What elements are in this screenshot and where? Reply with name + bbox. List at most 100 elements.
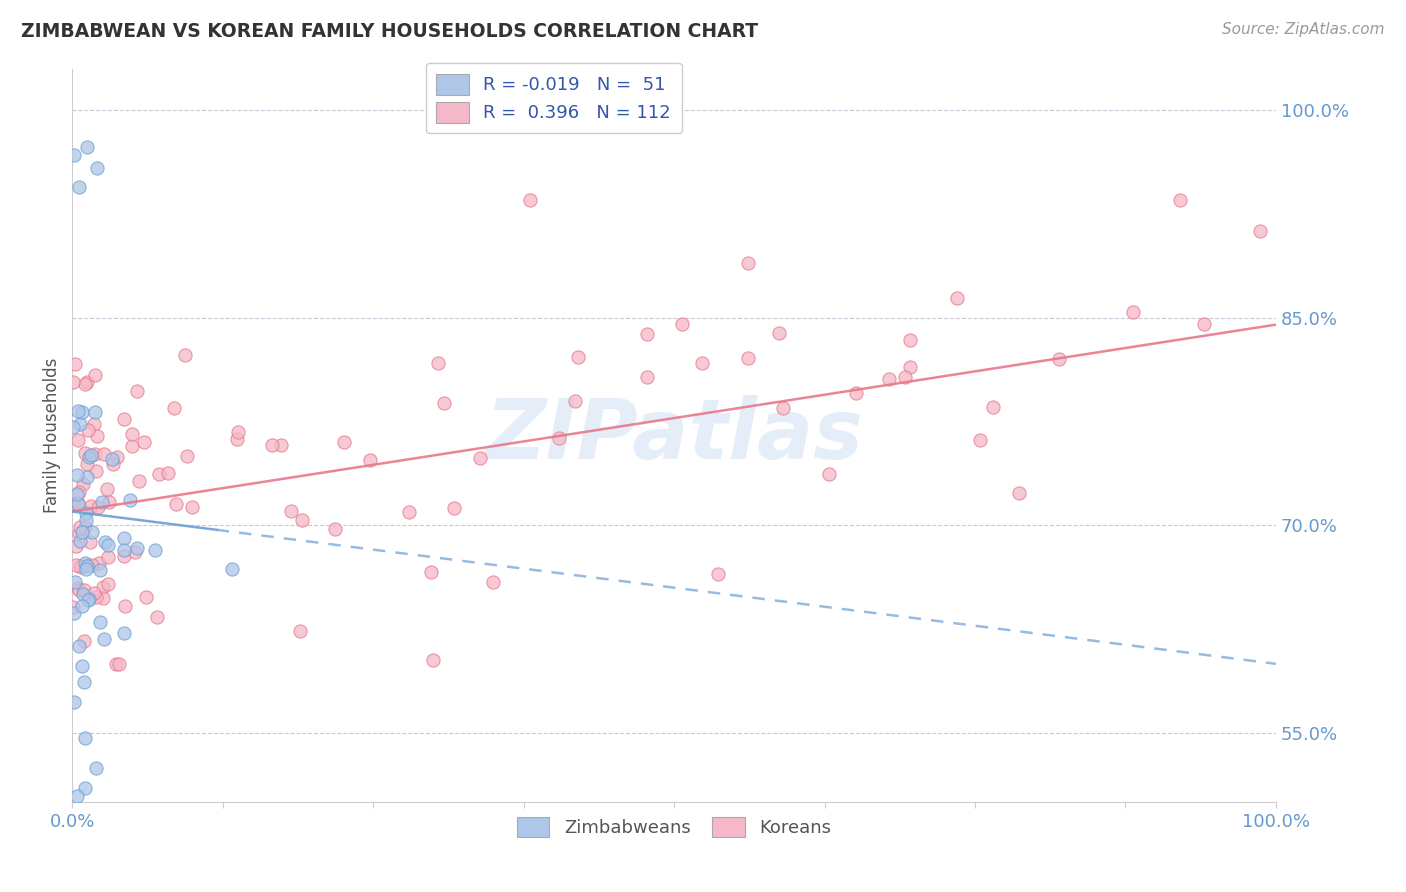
Point <box>89 615 111 629</box>
Point <box>398 505 420 519</box>
Point <box>143 543 166 558</box>
Point <box>120 492 142 507</box>
Point <box>66 468 89 483</box>
Point <box>75 731 97 746</box>
Point <box>1249 224 1271 238</box>
Y-axis label: Family Households: Family Households <box>44 358 60 513</box>
Point <box>86 591 108 605</box>
Point <box>433 396 456 410</box>
Point <box>124 545 146 559</box>
Point <box>62 420 84 434</box>
Point <box>157 466 180 480</box>
Point <box>1008 485 1031 500</box>
Point <box>280 504 302 518</box>
Point <box>112 412 135 426</box>
Point <box>772 401 794 416</box>
Point <box>323 522 346 536</box>
Point <box>75 513 97 527</box>
Point <box>737 351 759 365</box>
Point <box>83 447 105 461</box>
Point <box>66 497 89 511</box>
Point <box>66 487 89 501</box>
Point <box>845 385 868 400</box>
Point <box>946 291 969 305</box>
Point <box>737 256 759 270</box>
Point <box>77 591 100 606</box>
Point <box>127 541 149 556</box>
Point <box>76 559 98 574</box>
Point <box>84 404 107 418</box>
Text: Source: ZipAtlas.com: Source: ZipAtlas.com <box>1222 22 1385 37</box>
Point <box>420 565 443 579</box>
Point <box>671 317 693 331</box>
Point <box>63 695 86 709</box>
Point <box>62 375 84 389</box>
Point <box>73 377 96 392</box>
Point <box>333 435 356 450</box>
Point <box>67 180 90 194</box>
Point <box>93 632 115 647</box>
Point <box>62 606 84 620</box>
Point <box>72 658 94 673</box>
Point <box>69 533 91 548</box>
Point <box>65 539 87 553</box>
Point <box>176 449 198 463</box>
Point <box>73 556 96 570</box>
Point <box>898 359 921 374</box>
Point <box>112 625 135 640</box>
Point <box>818 467 841 482</box>
Point <box>73 446 96 460</box>
Point <box>65 574 87 589</box>
Point <box>706 567 728 582</box>
Point <box>877 372 900 386</box>
Point <box>180 500 202 515</box>
Point <box>67 485 90 500</box>
Legend: Zimbabweans, Koreans: Zimbabweans, Koreans <box>510 809 838 845</box>
Point <box>93 447 115 461</box>
Point <box>76 457 98 471</box>
Point <box>75 520 97 534</box>
Point <box>121 426 143 441</box>
Point <box>79 450 101 464</box>
Point <box>86 429 108 443</box>
Point <box>96 482 118 496</box>
Point <box>135 590 157 604</box>
Point <box>91 495 114 509</box>
Point <box>75 780 97 795</box>
Point <box>96 538 118 552</box>
Point <box>66 581 89 595</box>
Point <box>291 513 314 527</box>
Point <box>128 474 150 488</box>
Point <box>65 558 87 572</box>
Point <box>94 535 117 549</box>
Point <box>82 524 104 539</box>
Point <box>228 425 250 439</box>
Point <box>548 431 571 445</box>
Point <box>1122 305 1144 319</box>
Point <box>62 599 84 614</box>
Point <box>481 574 503 589</box>
Point <box>67 526 90 541</box>
Point <box>67 433 90 447</box>
Point <box>77 592 100 607</box>
Point <box>83 368 105 382</box>
Point <box>91 591 114 605</box>
Point <box>73 675 96 690</box>
Point <box>80 558 103 572</box>
Point <box>91 580 114 594</box>
Point <box>1047 352 1070 367</box>
Point <box>981 400 1004 414</box>
Point <box>422 653 444 667</box>
Point <box>112 531 135 545</box>
Point <box>76 558 98 572</box>
Point <box>87 557 110 571</box>
Point <box>67 403 90 417</box>
Point <box>87 500 110 515</box>
Point <box>76 469 98 483</box>
Point <box>69 520 91 534</box>
Point <box>76 140 98 154</box>
Point <box>67 496 90 510</box>
Point <box>173 348 195 362</box>
Point <box>165 497 187 511</box>
Point <box>69 558 91 573</box>
